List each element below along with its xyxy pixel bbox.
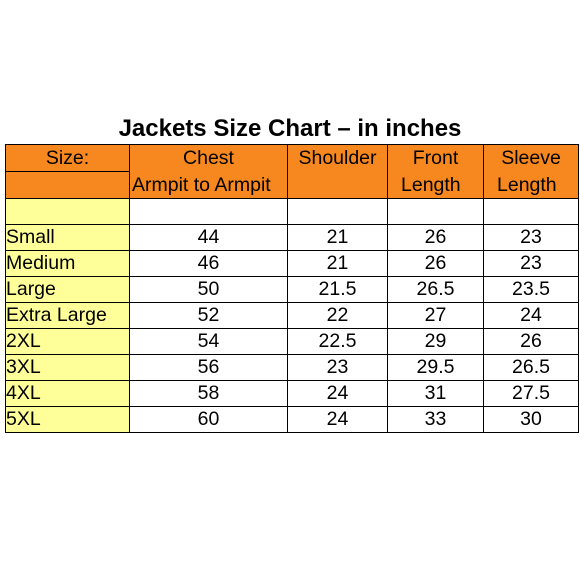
- header-chest: Chest: [129, 144, 288, 172]
- header-size-sub: [5, 171, 130, 199]
- header-shoulder-sub: [287, 171, 388, 199]
- table-row: 3XL 56 23 29.5 26.5: [5, 354, 579, 381]
- front-length-value: 29: [387, 328, 484, 355]
- spacer-cell: [387, 198, 484, 225]
- shoulder-value: 21.5: [287, 276, 388, 303]
- header-row-2: Armpit to Armpit Length Length: [5, 171, 579, 199]
- table-row: Small 44 21 26 23: [5, 224, 579, 251]
- spacer-row: [5, 198, 579, 225]
- front-length-value: 26.5: [387, 276, 484, 303]
- front-length-value: 27: [387, 302, 484, 329]
- size-label: Medium: [5, 250, 130, 277]
- shoulder-value: 24: [287, 406, 388, 433]
- header-chest-sub: Armpit to Armpit: [129, 171, 288, 199]
- header-sleeve-sub: Length: [483, 171, 579, 199]
- spacer-cell: [5, 198, 130, 225]
- size-label: 3XL: [5, 354, 130, 381]
- sleeve-length-value: 27.5: [483, 380, 579, 407]
- shoulder-value: 21: [287, 250, 388, 277]
- shoulder-value: 24: [287, 380, 388, 407]
- size-label: Small: [5, 224, 130, 251]
- sleeve-length-value: 23: [483, 224, 579, 251]
- header-front-sub: Length: [387, 171, 484, 199]
- size-chart-table: Size: Chest Shoulder Front Sleeve Armpit…: [5, 144, 579, 433]
- sleeve-length-value: 30: [483, 406, 579, 433]
- header-size: Size:: [5, 144, 130, 172]
- table-row: Medium 46 21 26 23: [5, 250, 579, 277]
- chest-value: 54: [129, 328, 288, 355]
- sleeve-length-value: 23.5: [483, 276, 579, 303]
- shoulder-value: 22: [287, 302, 388, 329]
- chest-value: 52: [129, 302, 288, 329]
- front-length-value: 29.5: [387, 354, 484, 381]
- table-row: 4XL 58 24 31 27.5: [5, 380, 579, 407]
- size-label: Extra Large: [5, 302, 130, 329]
- table-row: Large 50 21.5 26.5 23.5: [5, 276, 579, 303]
- front-length-value: 26: [387, 250, 484, 277]
- table-row: Extra Large 52 22 27 24: [5, 302, 579, 329]
- sleeve-length-value: 26: [483, 328, 579, 355]
- size-label: 4XL: [5, 380, 130, 407]
- sleeve-length-value: 26.5: [483, 354, 579, 381]
- shoulder-value: 23: [287, 354, 388, 381]
- chest-value: 56: [129, 354, 288, 381]
- shoulder-value: 21: [287, 224, 388, 251]
- page-title: Jackets Size Chart – in inches: [118, 115, 462, 142]
- header-row-1: Size: Chest Shoulder Front Sleeve: [5, 144, 579, 172]
- spacer-cell: [129, 198, 288, 225]
- header-sleeve: Sleeve: [483, 144, 579, 172]
- table-row: 2XL 54 22.5 29 26: [5, 328, 579, 355]
- chest-value: 50: [129, 276, 288, 303]
- front-length-value: 31: [387, 380, 484, 407]
- size-label: 5XL: [5, 406, 130, 433]
- chest-value: 60: [129, 406, 288, 433]
- chest-value: 44: [129, 224, 288, 251]
- size-label: Large: [5, 276, 130, 303]
- sleeve-length-value: 23: [483, 250, 579, 277]
- chest-value: 46: [129, 250, 288, 277]
- header-front: Front: [387, 144, 484, 172]
- front-length-value: 26: [387, 224, 484, 251]
- sleeve-length-value: 24: [483, 302, 579, 329]
- front-length-value: 33: [387, 406, 484, 433]
- spacer-cell: [287, 198, 388, 225]
- shoulder-value: 22.5: [287, 328, 388, 355]
- header-shoulder: Shoulder: [287, 144, 388, 172]
- size-label: 2XL: [5, 328, 130, 355]
- chest-value: 58: [129, 380, 288, 407]
- spacer-cell: [483, 198, 579, 225]
- table-row: 5XL 60 24 33 30: [5, 406, 579, 433]
